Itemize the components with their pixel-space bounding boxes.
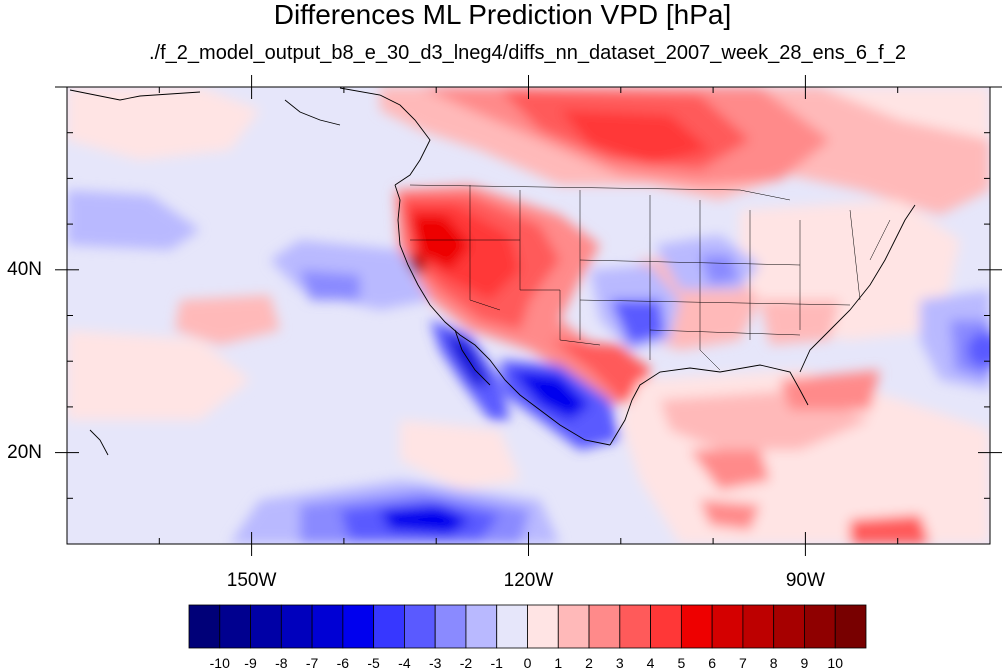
colorbar-tick-label: -3 xyxy=(428,655,442,671)
colorbar-tick-label: 1 xyxy=(554,655,563,671)
map-title: Differences ML Prediction VPD [hPa] xyxy=(273,0,732,30)
colorbar-swatch xyxy=(834,604,867,649)
colorbar-swatch xyxy=(742,604,775,649)
colorbar-swatch xyxy=(465,604,498,649)
colorbar-tick-label: -1 xyxy=(490,655,503,671)
colorbar-swatch xyxy=(280,604,313,649)
colorbar-swatch xyxy=(188,604,221,649)
state-borders xyxy=(409,184,891,371)
colorbar-tick-label: -8 xyxy=(275,655,288,671)
colorbar-swatch xyxy=(680,604,713,649)
colorbar-swatch xyxy=(711,604,744,649)
colorbar-tick-label: -4 xyxy=(398,655,411,671)
colorbar-swatch xyxy=(219,604,251,649)
colorbar-tick-label: -10 xyxy=(209,655,230,671)
colorbar-swatch xyxy=(342,604,375,649)
colorbar-tick-label: -6 xyxy=(336,655,350,671)
colorbar-tick-label: 4 xyxy=(646,655,655,671)
colorbar-tick-label: 0 xyxy=(523,655,532,671)
colorbar-tick-label: 8 xyxy=(769,655,778,671)
colorbar-swatch xyxy=(373,604,405,649)
colorbar-tick-label: -7 xyxy=(305,655,319,671)
map-field xyxy=(67,87,990,544)
colorbar-tick-label: -9 xyxy=(244,655,257,671)
colorbar-tick-label: -5 xyxy=(367,655,380,671)
lat-label-20n: 20N xyxy=(7,441,42,463)
colorbar-tick-label: 7 xyxy=(739,655,747,671)
lon-label-120w: 120W xyxy=(503,570,554,591)
coastline xyxy=(69,87,916,456)
colorbar-swatch xyxy=(496,604,528,649)
colorbar-tick-label: 5 xyxy=(677,655,686,671)
lon-label-90w: 90W xyxy=(785,570,825,591)
colorbar-swatch xyxy=(650,604,682,649)
colorbar-swatch xyxy=(773,604,805,649)
colorbar-swatch xyxy=(527,604,559,649)
colorbar-swatch xyxy=(404,604,436,649)
colorbar-swatch xyxy=(311,604,344,649)
colorbar-tick-label: 6 xyxy=(708,655,717,671)
colorbar-swatch xyxy=(619,604,651,649)
axis-ticks xyxy=(55,75,1002,556)
colorbar-tick-label: 10 xyxy=(827,655,843,671)
colorbar-swatch xyxy=(588,604,621,649)
colorbar-tick-label: 9 xyxy=(800,655,809,671)
colorbar-tick-label: 3 xyxy=(615,655,624,671)
colorbar-swatch xyxy=(434,604,467,649)
lon-label-150w: 150W xyxy=(226,570,277,591)
colorbar-tick-label: 2 xyxy=(585,655,593,671)
map-subtitle: ./f_2_model_output_b8_e_30_d3_lneg4/diff… xyxy=(149,42,906,64)
colorbar-tick-label: -2 xyxy=(459,655,473,671)
colorbar-swatch xyxy=(250,604,282,649)
colorbar-swatch xyxy=(804,604,836,649)
lat-label-40n: 40N xyxy=(7,258,42,280)
colorbar-swatch xyxy=(557,604,590,649)
colorbar xyxy=(188,604,867,649)
